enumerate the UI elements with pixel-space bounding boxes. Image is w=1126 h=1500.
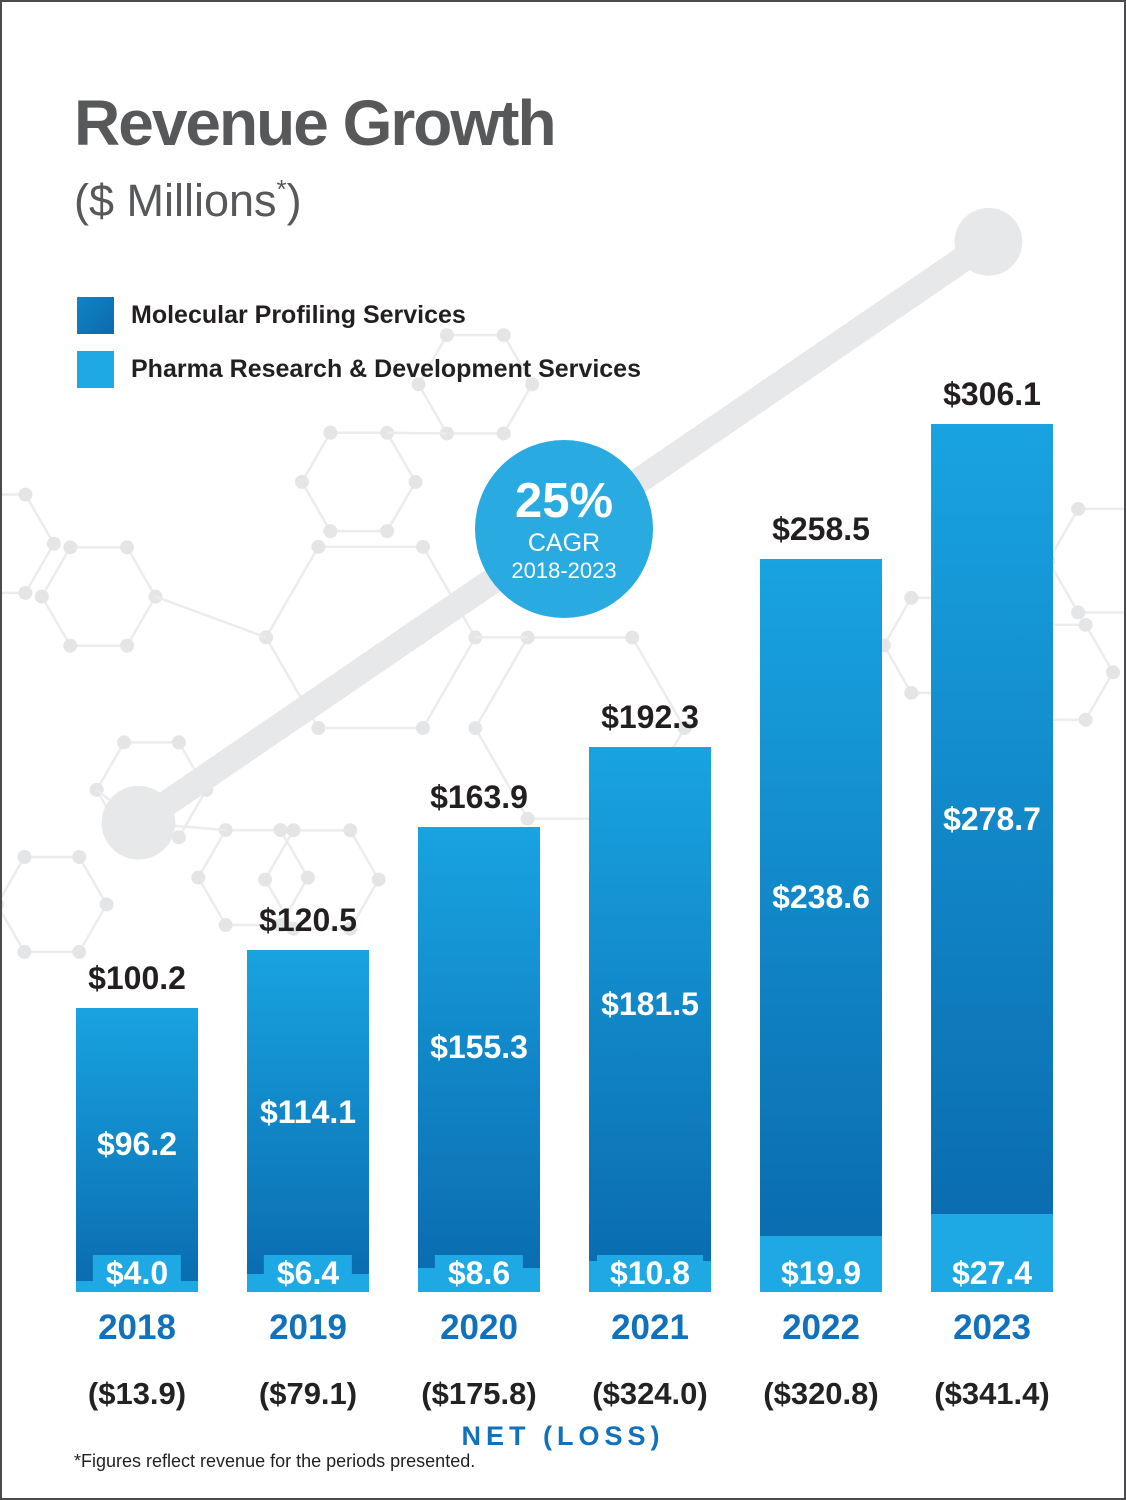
- molecular-value-label: $96.2: [96, 1126, 178, 1162]
- bar-column-2023: $306.1 $278.7 $27.4 2023 ($341.4): [931, 376, 1053, 1411]
- molecular-value-label: $181.5: [601, 985, 699, 1022]
- cagr-label: CAGR: [527, 529, 601, 558]
- bar-column-2022: $258.5 $238.6 $19.9 2022 ($320.8): [760, 511, 882, 1411]
- year-label: 2023: [953, 1308, 1031, 1347]
- subtitle-asterisk: *: [276, 174, 287, 204]
- bar-segment-pharma: [931, 1214, 1053, 1292]
- bar-segment-molecular: $181.5: [589, 747, 711, 1261]
- legend-label: Pharma Research & Development Services: [131, 355, 641, 383]
- bar-column-2018: $100.2 $96.2 $4.0 2018 ($13.9): [76, 960, 198, 1411]
- pharma-value-label: $27.4: [951, 1255, 1033, 1291]
- page-title: Revenue Growth: [74, 87, 557, 159]
- legend-swatch-dark-blue: [77, 297, 114, 334]
- legend-item-molecular: Molecular Profiling Services: [77, 297, 641, 334]
- molecular-value-label: $114.1: [259, 1093, 357, 1130]
- bar-total-label: $192.3: [601, 699, 699, 735]
- molecular-value-label: $155.3: [430, 1029, 528, 1065]
- subtitle-close-paren: ): [286, 175, 302, 226]
- pharma-value-label: $6.4: [263, 1255, 353, 1292]
- bar-segment-molecular: $238.6: [760, 559, 882, 1236]
- year-label: 2019: [269, 1308, 347, 1347]
- year-label: 2018: [98, 1308, 176, 1347]
- net-loss-value: ($324.0): [592, 1376, 708, 1411]
- bar-segment-molecular: $114.1: [247, 950, 369, 1274]
- bar-total-label: $258.5: [772, 511, 870, 547]
- pharma-value-label: $19.9: [780, 1255, 862, 1291]
- bar-column-2019: $120.5 $114.1 $6.4 2019 ($79.1): [247, 902, 369, 1411]
- subtitle-text: ($ Millions: [74, 175, 277, 226]
- year-label: 2021: [611, 1308, 689, 1347]
- cagr-value: 25%: [514, 473, 614, 528]
- net-loss-value: ($175.8): [421, 1376, 537, 1411]
- net-loss-value: ($79.1): [258, 1376, 358, 1411]
- bar-segment-molecular: $155.3: [418, 827, 540, 1268]
- legend: Molecular Profiling Services Pharma Rese…: [77, 297, 641, 405]
- growth-line-start-dot: [101, 785, 176, 860]
- bar-column-2021: $192.3 $181.5 $10.8 2021 ($324.0): [589, 699, 711, 1411]
- footnote: *Figures reflect revenue for the periods…: [74, 1451, 476, 1471]
- year-label: 2020: [440, 1308, 518, 1347]
- bar-total-label: $100.2: [88, 960, 186, 996]
- bar-total-label: $120.5: [259, 902, 357, 938]
- molecular-value-label: $278.7: [943, 800, 1041, 837]
- cagr-period: 2018-2023: [511, 558, 617, 584]
- growth-line-end-dot: [954, 207, 1023, 276]
- net-loss-value: ($341.4): [934, 1376, 1050, 1411]
- legend-label: Molecular Profiling Services: [131, 301, 466, 329]
- bar-total-label: $163.9: [430, 779, 528, 815]
- pharma-value-label: $10.8: [596, 1255, 704, 1292]
- bar-segment-molecular: $278.7: [931, 424, 1053, 1214]
- bar-segment-molecular: $96.2: [76, 1008, 198, 1281]
- year-label: 2022: [782, 1308, 860, 1347]
- molecular-value-label: $238.6: [772, 879, 870, 915]
- net-loss-value: ($13.9): [87, 1376, 187, 1411]
- bar-segment-pharma: [760, 1236, 882, 1292]
- pharma-value-label: $4.0: [92, 1255, 182, 1292]
- bar-total-label: $306.1: [943, 376, 1041, 412]
- legend-item-pharma: Pharma Research & Development Services: [77, 351, 641, 388]
- legend-swatch-light-blue: [77, 351, 114, 388]
- net-loss-axis-label: NET (LOSS): [461, 1421, 665, 1451]
- net-loss-value: ($320.8): [763, 1376, 879, 1411]
- cagr-badge: 25% CAGR 2018-2023: [475, 440, 653, 618]
- page-subtitle: ($ Millions*): [74, 174, 302, 227]
- bar-column-2020: $163.9 $155.3 $8.6 2020 ($175.8): [418, 779, 540, 1411]
- pharma-value-label: $8.6: [434, 1255, 524, 1292]
